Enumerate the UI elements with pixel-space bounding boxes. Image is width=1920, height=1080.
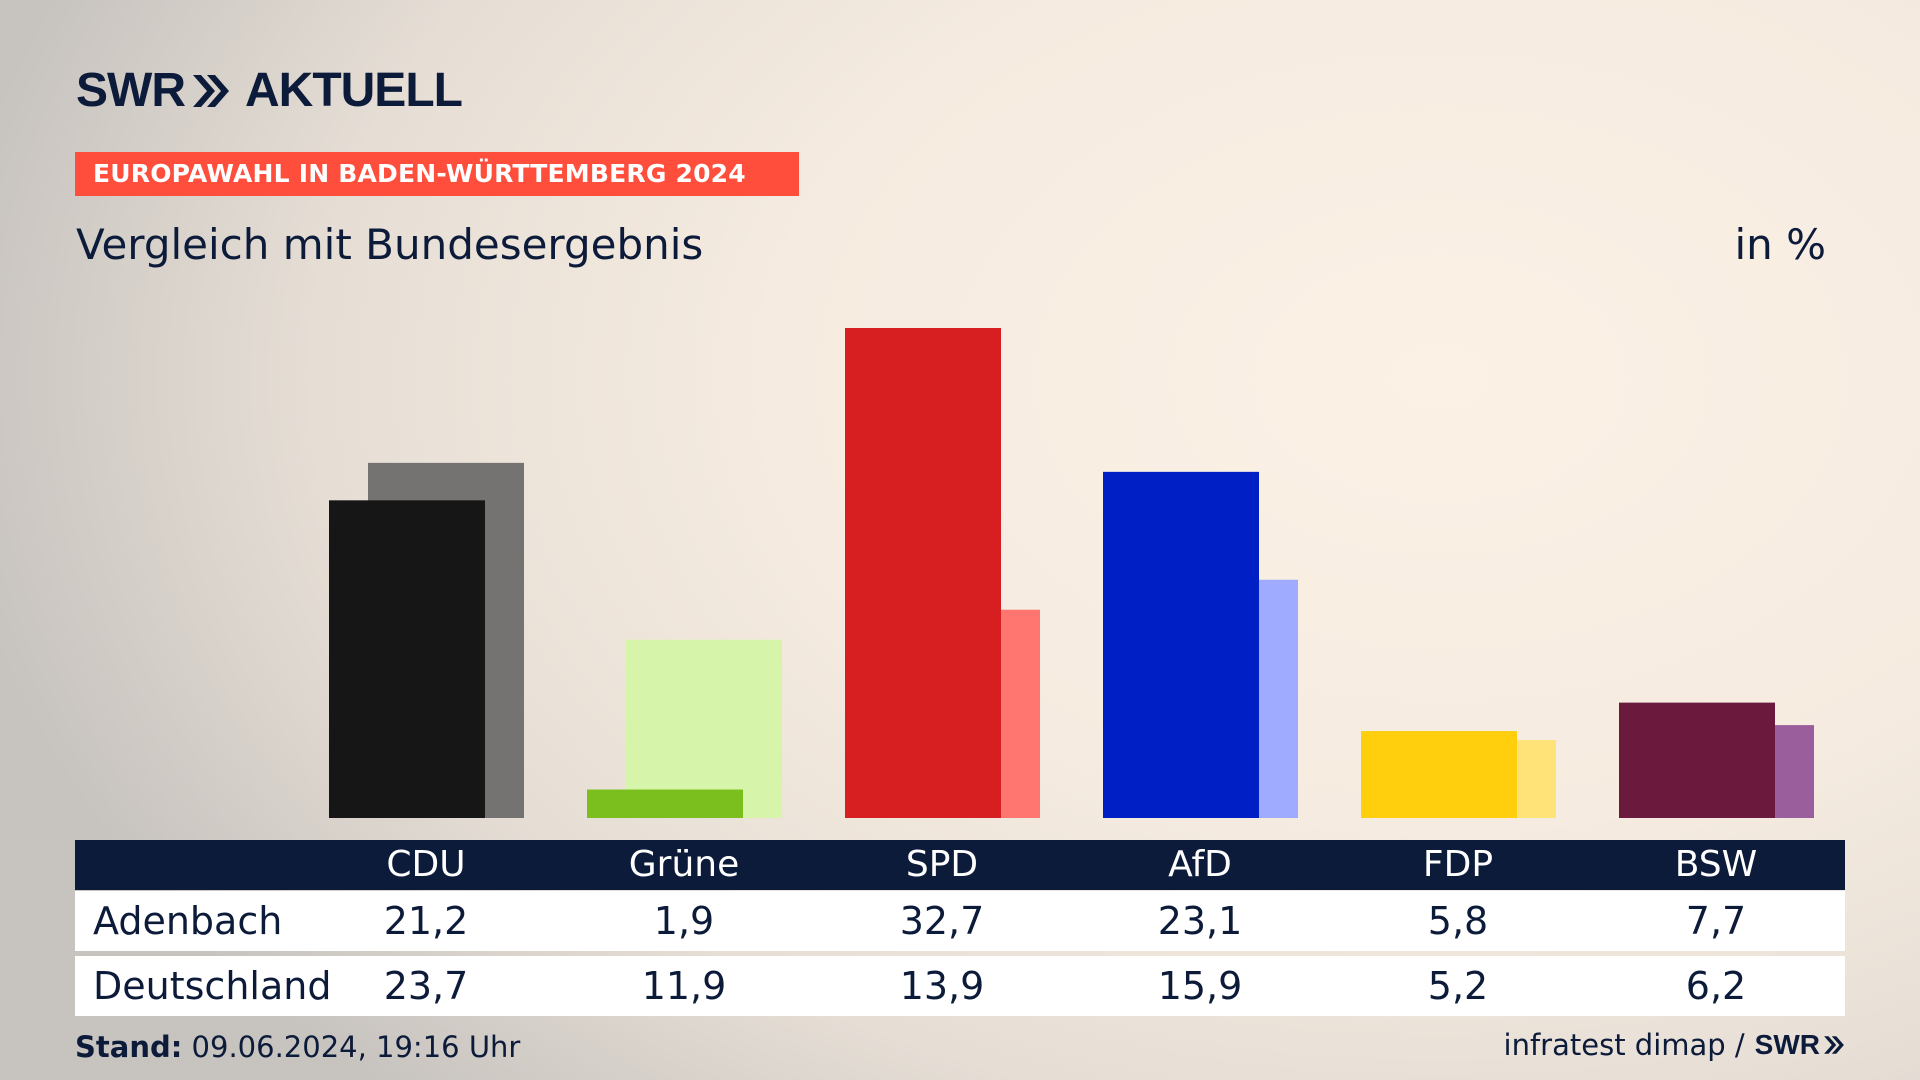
stand-value: 09.06.2024, 19:16 Uhr (191, 1030, 521, 1064)
logo-swr-text: SWR (76, 64, 186, 117)
table-cell: 15,9 (1157, 964, 1243, 1008)
table-cell: 5,2 (1427, 964, 1489, 1008)
bar-chart (329, 328, 1814, 818)
logo-aktuell-text: AKTUELL (244, 64, 463, 117)
table-row: Deutschland 23,7 11,9 13,9 15,9 5,2 6,2 (75, 956, 1845, 1016)
table-row: Adenbach 21,2 1,9 32,7 23,1 5,8 7,7 (75, 891, 1845, 951)
timestamp: Stand: 09.06.2024, 19:16 Uhr (75, 1030, 520, 1064)
swr-aktuell-logo: SWR AKTUELL (76, 64, 463, 117)
table-cell: 5,8 (1427, 899, 1489, 943)
bar-adenbach-cdu (329, 500, 485, 818)
column-header-fdp: FDP (1422, 844, 1494, 885)
unit-label: in % (1734, 220, 1826, 269)
column-header-cdu: CDU (386, 844, 466, 885)
stand-label: Stand: (75, 1030, 183, 1064)
column-header-spd: SPD (905, 844, 979, 885)
bar-adenbach-spd (845, 328, 1001, 818)
table-cell: 32,7 (899, 899, 985, 943)
chart-subtitle: Vergleich mit Bundesergebnis (76, 220, 704, 269)
table-cell: 23,7 (383, 964, 469, 1008)
row-label: Adenbach (93, 899, 283, 943)
small-logo-text: SWR (1754, 1029, 1820, 1060)
bar-adenbach-afd (1103, 471, 1259, 818)
bar-adenbach-fdp (1361, 731, 1517, 818)
source-text: infratest dimap / (1503, 1028, 1745, 1062)
bar-adenbach-grüne (587, 789, 743, 818)
table-cell: 21,2 (383, 899, 469, 943)
row-label: Deutschland (93, 964, 332, 1008)
bar-adenbach-bsw (1619, 702, 1775, 818)
column-header-afd: AfD (1168, 844, 1232, 885)
election-banner: EUROPAWAHL IN BADEN-WÜRTTEMBERG 2024 (75, 152, 799, 196)
column-header-grüne: Grüne (628, 844, 740, 885)
swr-small-logo: SWR (1755, 1029, 1845, 1061)
table-cell: 23,1 (1157, 899, 1243, 943)
bar-deutschland-grüne (626, 639, 782, 818)
table-cell: 7,7 (1685, 899, 1747, 943)
column-header-bsw: BSW (1674, 844, 1758, 885)
table-header: CDU Grüne SPD AfD FDP BSW (75, 840, 1845, 890)
table-cell: 6,2 (1685, 964, 1747, 1008)
source-credit: infratest dimap / SWR (1504, 1028, 1845, 1062)
double-chevron-icon (192, 75, 229, 107)
double-chevron-icon (1824, 1036, 1844, 1054)
table-cell: 1,9 (653, 899, 715, 943)
table-cell: 11,9 (641, 964, 727, 1008)
table-cell: 13,9 (899, 964, 985, 1008)
